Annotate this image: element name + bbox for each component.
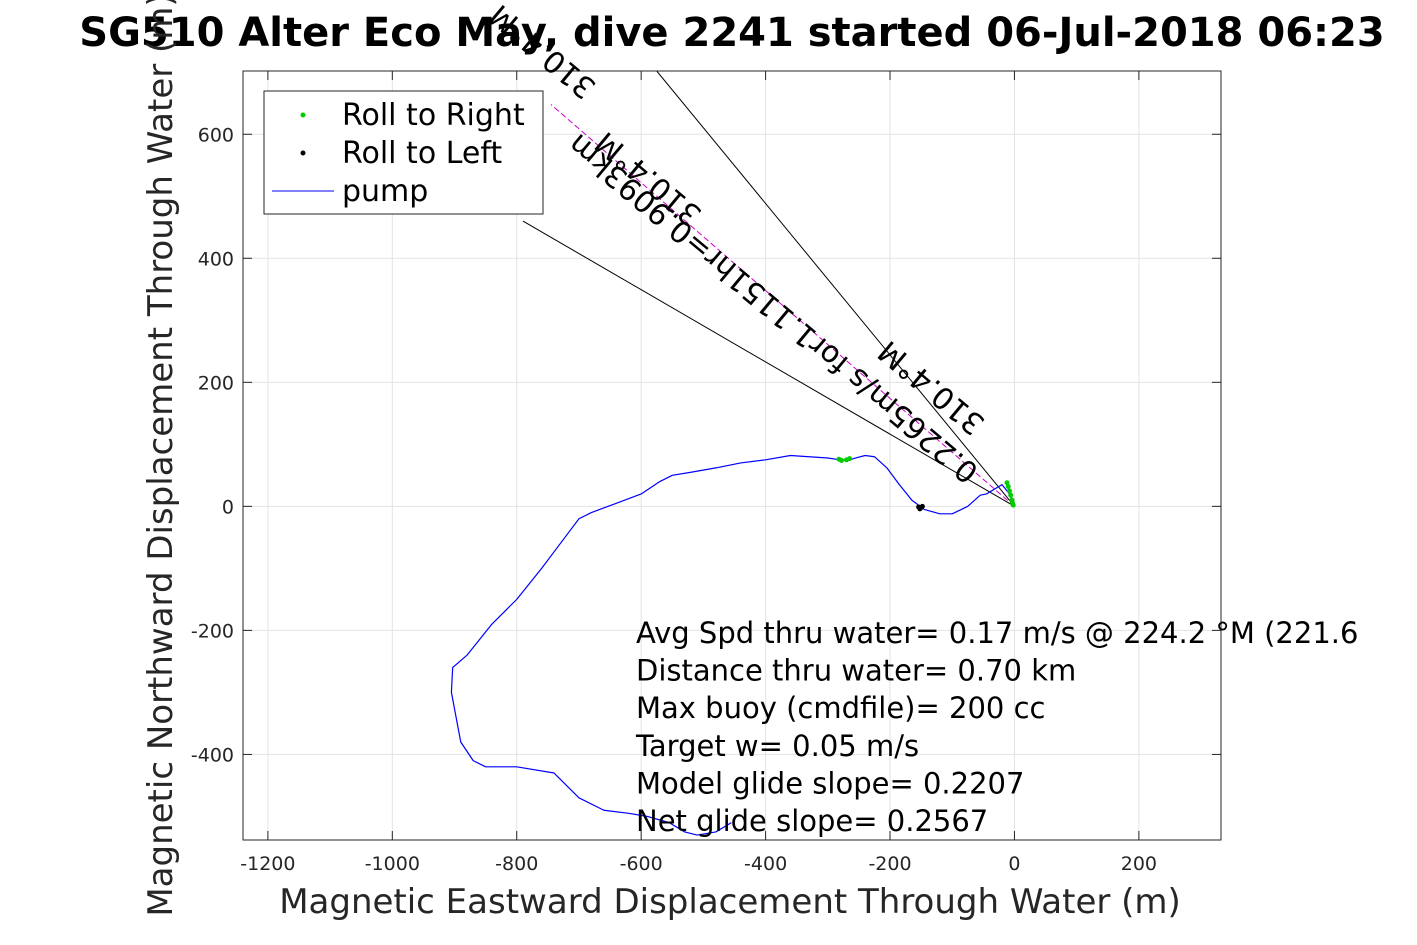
legend-box	[263, 90, 544, 215]
stats-annotation-line: Max buoy (cmdfile)= 200 cc	[636, 691, 1045, 725]
chart-title: SG510 Alter Eco May, dive 2241 started 0…	[79, 10, 1384, 56]
data-point	[836, 456, 842, 462]
heading-guide-line	[550, 104, 1015, 507]
x-tick-label: 200	[1121, 853, 1157, 875]
heading-guide-line	[522, 220, 1015, 507]
data-point	[1006, 488, 1012, 494]
x-tick-label: -1000	[365, 853, 420, 875]
data-point	[1004, 480, 1010, 486]
y-tick-label: 200	[198, 372, 234, 394]
legend-pump-label: pump	[342, 174, 428, 209]
ticks: -1200 -1000 -800 -600 -400 -200 0 200 -400 -200 0 2…	[191, 71, 1221, 875]
legend-roll-right-label: Roll to Right	[342, 98, 525, 133]
y-tick-label: 400	[198, 248, 234, 270]
y-axis-label: Magnetic Northward Displacement Through …	[141, 0, 181, 917]
stats-annotation-line: Model glide slope= 0.2207	[636, 766, 1024, 800]
data-point	[1010, 500, 1016, 506]
legend-roll-right-marker	[300, 112, 306, 118]
stats-annotation-line: Target w= 0.05 m/s	[635, 729, 919, 763]
guide-lines	[522, 71, 1015, 507]
y-tick-label: 0	[222, 496, 234, 518]
y-tick-label: -200	[191, 620, 234, 642]
x-tick-label: -1200	[240, 853, 295, 875]
x-tick-label: 0	[1008, 853, 1020, 875]
legend-roll-left-marker	[300, 150, 306, 156]
data-point	[847, 456, 853, 462]
x-tick-label: -200	[868, 853, 911, 875]
x-tick-label: -400	[744, 853, 787, 875]
legend-roll-left-label: Roll to Left	[342, 136, 502, 171]
stats-annotation-line: Distance thru water= 0.70 km	[636, 654, 1076, 688]
x-axis-label: Magnetic Eastward Displacement Through W…	[279, 882, 1181, 922]
y-tick-label: -400	[191, 744, 234, 766]
plot-frame	[242, 70, 1222, 841]
y-tick-label: 600	[198, 124, 234, 146]
data-point	[916, 504, 922, 510]
series-layer	[450, 454, 1016, 836]
legend: Roll to Right Roll to Left pump	[263, 90, 544, 215]
heading-guide-line	[656, 71, 1015, 507]
x-tick-label: -600	[620, 853, 663, 875]
data-point	[1008, 492, 1014, 498]
stats-annotations: Avg Spd thru water= 0.17 m/s @ 224.2 °M …	[635, 616, 1358, 838]
stats-annotation-line: Avg Spd thru water= 0.17 m/s @ 224.2 °M …	[636, 616, 1358, 650]
stats-annotation-line: Net glide slope= 0.2567	[636, 804, 988, 838]
x-tick-label: -800	[495, 853, 538, 875]
